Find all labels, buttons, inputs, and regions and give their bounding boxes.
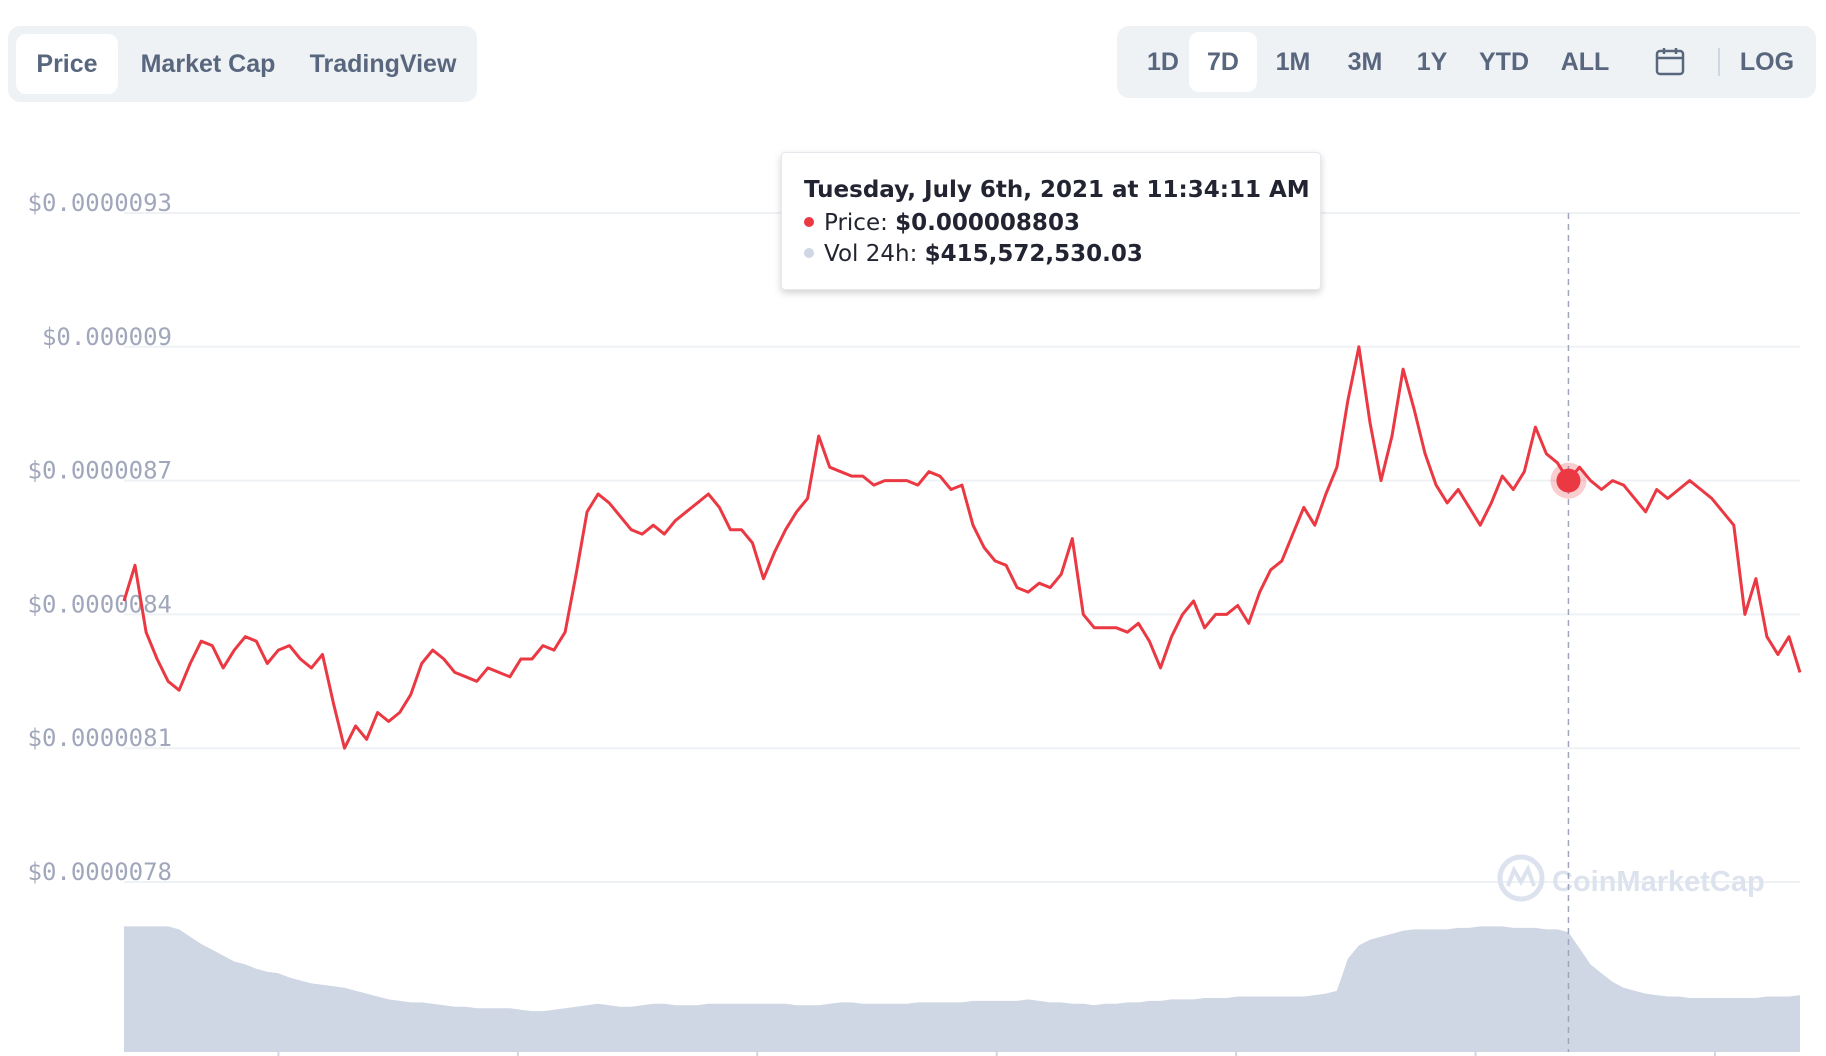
x-axis-ticks	[277, 1052, 1716, 1056]
volume-dot-icon	[804, 247, 814, 258]
range-3m[interactable]: 3M	[1347, 48, 1383, 76]
log-toggle[interactable]: LOG	[1739, 48, 1795, 76]
watermark-text: CoinMarketCap	[1552, 866, 1765, 898]
tooltip-price-value: $0.000008803	[895, 210, 1080, 236]
range-1m[interactable]: 1M	[1275, 48, 1311, 76]
tooltip-price-label: Price:	[824, 210, 888, 236]
calendar-icon[interactable]	[1655, 46, 1685, 76]
range-all[interactable]: ALL	[1560, 48, 1610, 76]
tooltip-price-row: Price: $0.000008803	[804, 210, 1080, 236]
y-axis-labels: $0.0000093 $0.000009 $0.0000087 $0.0000084 $…	[28, 189, 173, 886]
y-tick-label: $0.0000093	[28, 189, 173, 217]
hover-marker-dot	[1556, 468, 1581, 493]
tab-price[interactable]: Price	[16, 34, 118, 94]
coinmarketcap-logo-mark	[1506, 864, 1536, 887]
price-dot-icon	[804, 216, 814, 227]
tab-tradingview[interactable]: TradingView	[309, 50, 457, 78]
range-divider	[1718, 48, 1720, 76]
chart-type-switcher: Price Market Cap TradingView	[8, 26, 477, 102]
range-ytd[interactable]: YTD	[1479, 48, 1529, 76]
range-7d[interactable]: 7D	[1189, 32, 1257, 92]
time-range-switcher: 1D 7D 1M 3M 1Y YTD ALL LOG	[1117, 26, 1816, 98]
range-1y[interactable]: 1Y	[1416, 48, 1448, 76]
tooltip-volume-label: Vol 24h:	[824, 241, 918, 267]
range-1d[interactable]: 1D	[1147, 48, 1179, 76]
y-tick-label: $0.0000087	[28, 457, 173, 485]
coinmarketcap-watermark: CoinMarketCap	[1497, 854, 1765, 902]
tooltip-volume-row: Vol 24h: $415,572,530.03	[804, 241, 1143, 267]
coinmarketcap-logo-icon	[1497, 854, 1545, 902]
y-tick-label: $0.0000081	[28, 724, 173, 752]
tab-market-cap[interactable]: Market Cap	[140, 50, 276, 78]
y-tick-label: $0.0000078	[28, 858, 173, 886]
hover-marker	[1550, 462, 1587, 499]
y-tick-label: $0.000009	[42, 323, 172, 351]
tooltip-volume-value: $415,572,530.03	[924, 241, 1143, 267]
chart-tooltip: Tuesday, July 6th, 2021 at 11:34:11 AM P…	[781, 152, 1321, 290]
tooltip-date: Tuesday, July 6th, 2021 at 11:34:11 AM	[804, 177, 1310, 203]
price-line-path	[122, 345, 1802, 750]
volume-area-fill	[124, 926, 1800, 1052]
volume-area	[124, 926, 1800, 1052]
price-line	[122, 345, 1802, 750]
y-tick-label: $0.0000084	[28, 590, 173, 618]
chart-grid	[124, 212, 1800, 883]
